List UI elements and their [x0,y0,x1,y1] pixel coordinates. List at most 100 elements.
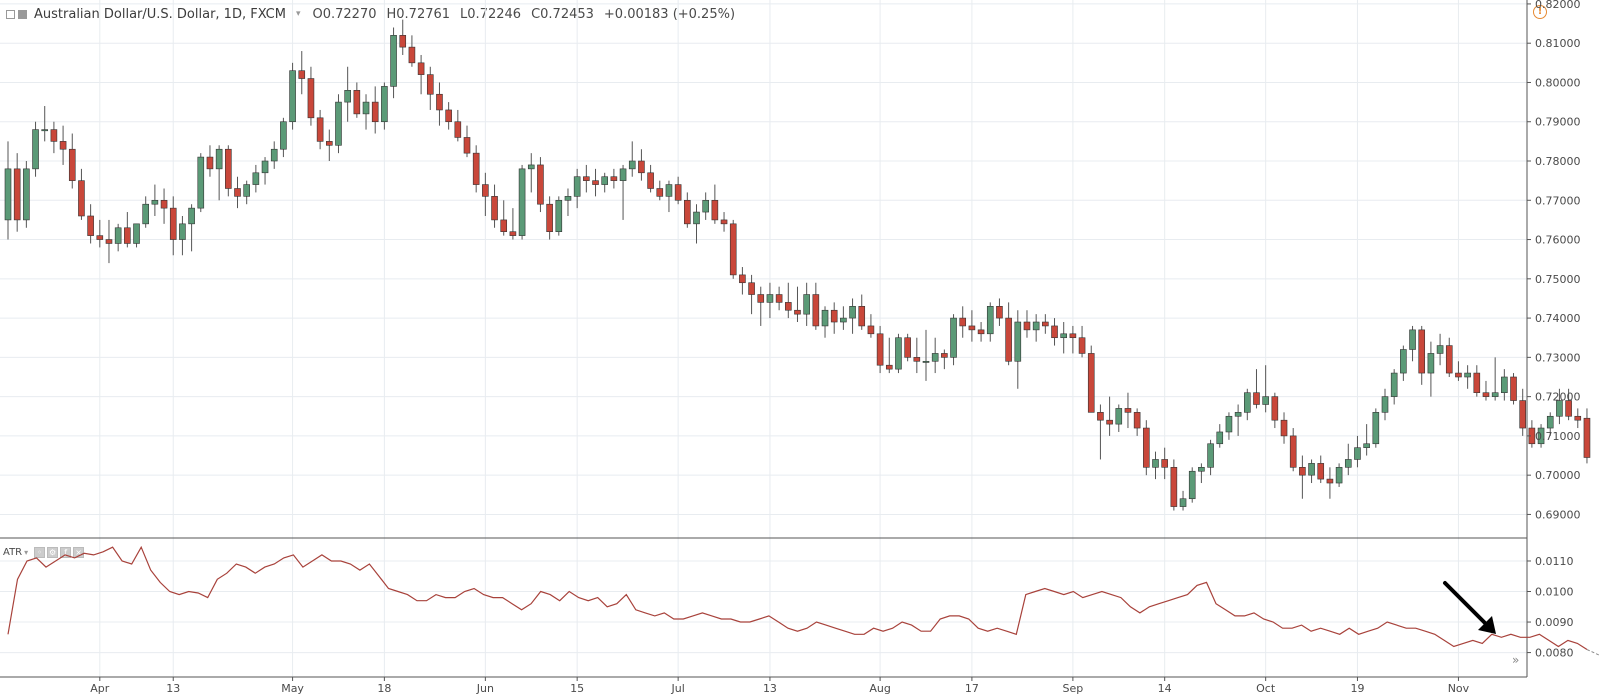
atr-line [7,545,1588,651]
annotation-arrow [1443,581,1496,634]
candle-body [986,306,994,335]
candle-body [748,282,755,295]
symbol-title[interactable]: Australian Dollar/U.S. Dollar, 1D, FXCM [34,6,286,22]
collapse-icon[interactable] [6,9,15,19]
open-value: O0.72270 [312,6,377,22]
candle [1161,447,1168,480]
candle [1537,424,1545,448]
hide-icon[interactable] [18,9,27,19]
candle [1244,388,1251,421]
candle [1445,337,1453,377]
candle-body [775,294,783,303]
candle [206,145,214,177]
candle-body [1244,392,1251,413]
candle-body [472,152,480,185]
format-icon[interactable]: ƒ [60,546,72,558]
candle-body [509,231,517,236]
candle [1344,443,1352,476]
candle [729,219,737,279]
candle-body [849,306,856,319]
candle [1354,435,1361,468]
candle [1060,322,1067,354]
candle [289,62,296,130]
candle-body [307,78,315,119]
candle [1225,412,1233,440]
candle-body [1087,353,1095,413]
candle-body [1354,447,1361,460]
time-tick-label: 19 [1350,682,1364,695]
candle [160,188,168,224]
candle-body [904,337,911,358]
candle [445,102,452,130]
candle-body [867,325,875,335]
candle [169,196,177,256]
candle [858,294,866,330]
atr-header: ATR ▾ ◦ ⚙ ƒ × [3,545,86,559]
candle-body [206,156,214,170]
candle-body [381,86,388,123]
candle-body [87,215,94,236]
candle [775,286,783,311]
candle [1188,467,1196,503]
candle-body [1124,408,1132,413]
candle-body [573,176,581,197]
candle-body [1491,392,1499,397]
candle [1381,388,1389,421]
candle [1317,455,1325,484]
price-tick-label: 0.79000 [1535,116,1581,129]
candle-body [968,325,976,331]
candle-body [160,199,168,209]
candle-body [518,168,526,236]
atr-tick-label: 0.0110 [1535,555,1574,568]
alert-icon[interactable]: ! [1533,5,1547,19]
chevron-down-icon[interactable]: ▾ [295,9,301,19]
candle [803,282,810,326]
candle [1014,310,1022,389]
candle [307,66,315,126]
candle [261,157,269,185]
candle [59,125,67,165]
candle-body [105,239,113,244]
candle-body [610,176,618,181]
time-tick-label: Nov [1448,682,1470,695]
scroll-right-icon[interactable]: » [1512,653,1519,667]
candle-body [1280,419,1288,437]
candle [1253,369,1260,409]
time-tick-label: 17 [965,682,979,695]
candle-body [1207,443,1214,468]
candle-body [133,223,140,244]
candle [867,314,875,338]
candle-body [243,184,250,197]
candle [1363,424,1370,456]
chevron-down-icon[interactable]: ▾ [24,547,29,557]
close-icon[interactable]: × [73,546,85,558]
settings-icon[interactable]: ⚙ [47,546,59,558]
eye-icon[interactable]: ◦ [34,546,46,558]
candle-body [1390,372,1398,397]
atr-tick-label: 0.0100 [1535,586,1574,599]
candle-body [840,317,847,323]
price-tick-label: 0.80000 [1535,76,1581,89]
candle [78,168,85,220]
candle [1501,369,1508,401]
candle [1198,463,1205,484]
candle [1280,412,1288,444]
arrow-shaft [1443,581,1491,629]
candle [353,82,361,118]
time-tick-label: Aug [869,682,890,695]
grid-lines [0,0,1527,677]
candle-body [169,207,177,240]
candle-body [1179,498,1187,507]
candle [197,153,205,213]
candle-body [1565,400,1572,417]
candle-body [417,62,425,75]
candle [931,337,939,374]
candle [1528,420,1536,448]
candle [298,51,306,95]
candle-body [1032,321,1040,331]
candle-body [1473,372,1481,394]
candle [463,125,471,158]
atr-label[interactable]: ATR [3,546,23,558]
candle [996,298,1003,326]
